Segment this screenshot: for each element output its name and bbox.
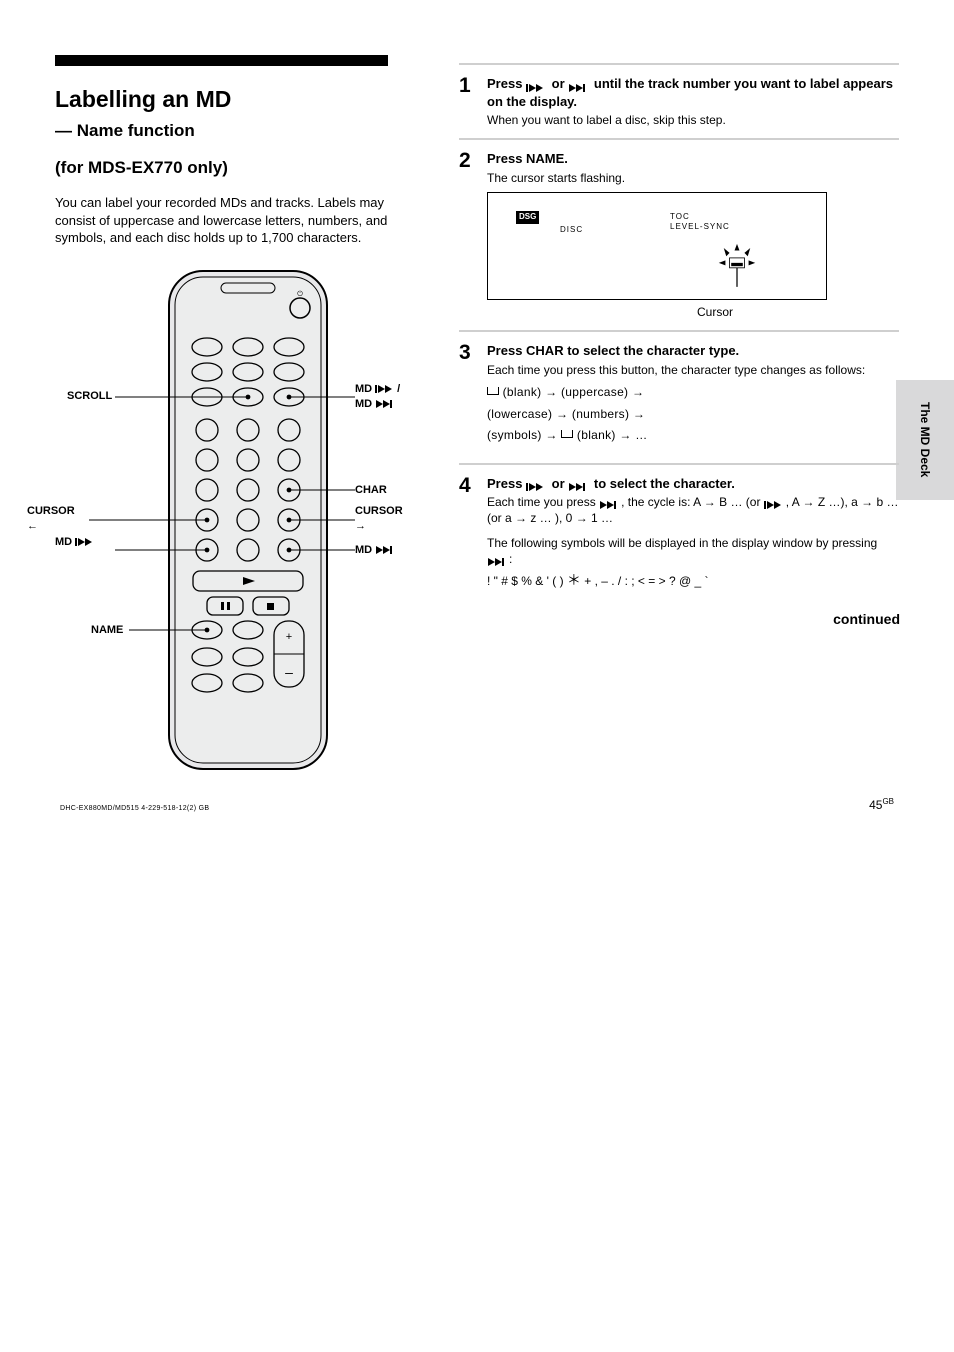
continued-label: continued [459,610,900,629]
prev-icon [75,537,97,547]
label-md-prev-bot: MD [55,535,97,550]
label-cursor-right: CURSOR→ [355,504,403,534]
page-number: 45GB [869,797,894,813]
step-4-note: Each time you press , the cycle is: A → … [487,494,899,526]
remote-svg: ⏻ [163,265,333,775]
step-4: 4 Press or to select the character. Each… [459,475,899,590]
next-icon [375,545,397,555]
disc-label: DISC [560,225,583,236]
level-sync-label: LEVEL-SYNC [670,222,730,233]
header-rule [55,55,388,66]
step-4-symbols: ! " # $ % & ' ( ) ＊ + , – . / : ; < = > … [487,571,899,590]
step-1-title: Press or until the track number you want… [487,75,899,110]
display-panel: DSG DISC TOC LEVEL-SYNC [487,192,827,300]
prev-icon [375,384,397,394]
svg-text:⏻: ⏻ [297,290,303,298]
next-icon [375,399,397,409]
side-tab-label: The MD Deck [917,402,933,477]
label-scroll: SCROLL [67,389,112,404]
svg-text:+: + [286,631,292,643]
next-icon [568,479,590,489]
step-num: 2 [459,150,487,320]
divider [459,463,899,465]
label-char: CHAR [355,483,387,498]
step-num: 1 [459,75,487,128]
side-tab: The MD Deck [896,380,954,500]
label-cursor-left: CURSOR← [27,504,93,534]
prev-icon [526,479,548,489]
step-2-title: Press NAME. [487,150,899,168]
step-num: 3 [459,342,487,453]
next-icon [568,80,590,90]
divider [459,138,899,140]
step-3-title: Press CHAR to select the character type. [487,342,899,360]
step-4-title: Press or to select the character. [487,475,899,493]
next-icon [599,498,621,508]
step-3-note: Each time you press this button, the cha… [487,362,899,378]
page-subtitle1: — Name function [55,120,417,143]
divider [459,63,899,65]
step-1-note: When you want to label a disc, skip this… [487,112,899,128]
step-4-symbols-desc: The following symbols will be displayed … [487,535,899,567]
cursor-flash-icon [713,243,761,291]
page-title: Labelling an MD [55,86,417,112]
remote-diagram: ⏻ [55,265,417,785]
step-3: 3 Press CHAR to select the character typ… [459,342,899,453]
step-num: 4 [459,475,487,590]
step-2-note: The cursor starts flashing. [487,170,899,186]
step-1: 1 Press or until the track number you wa… [459,75,899,128]
page-subtitle2: (for MDS-EX770 only) [55,157,417,180]
page-code: DHC-EX880MD/MD515 4-229-518-12(2) GB [60,804,209,813]
next-icon [487,555,509,565]
step-3-sequence: (blank) → (uppercase) → (lowercase) → (n… [487,382,899,447]
label-md-next-bot: MD [355,543,397,558]
svg-text:–: – [285,664,293,680]
dsg-badge: DSG [516,211,539,224]
label-name: NAME [91,623,123,638]
label-md-prev-next-top: MD /MD [355,382,400,412]
step-2: 2 Press NAME. The cursor starts flashing… [459,150,899,320]
prev-icon [764,498,786,508]
cursor-caption: Cursor [697,304,899,320]
prev-icon [526,80,548,90]
divider [459,330,899,332]
intro-text: You can label your recorded MDs and trac… [55,194,417,247]
